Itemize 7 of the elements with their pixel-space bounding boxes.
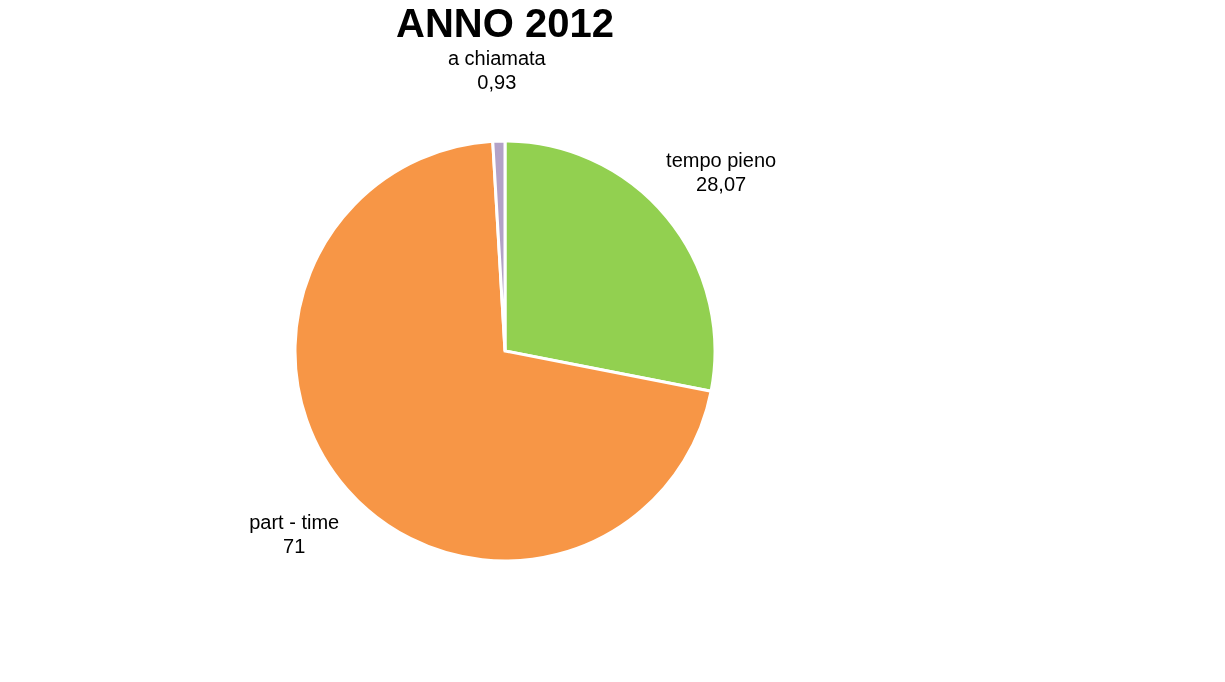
data-label: 0,93 bbox=[477, 71, 517, 94]
slice-label: tempo pieno bbox=[666, 149, 777, 171]
data-label: 28,07 bbox=[696, 173, 747, 195]
chart-title: ANNO 2012 bbox=[396, 1, 614, 46]
data-label: 71 bbox=[283, 535, 306, 558]
slice-label: part - time bbox=[249, 511, 340, 534]
slice-label: a chiamata bbox=[447, 47, 547, 70]
